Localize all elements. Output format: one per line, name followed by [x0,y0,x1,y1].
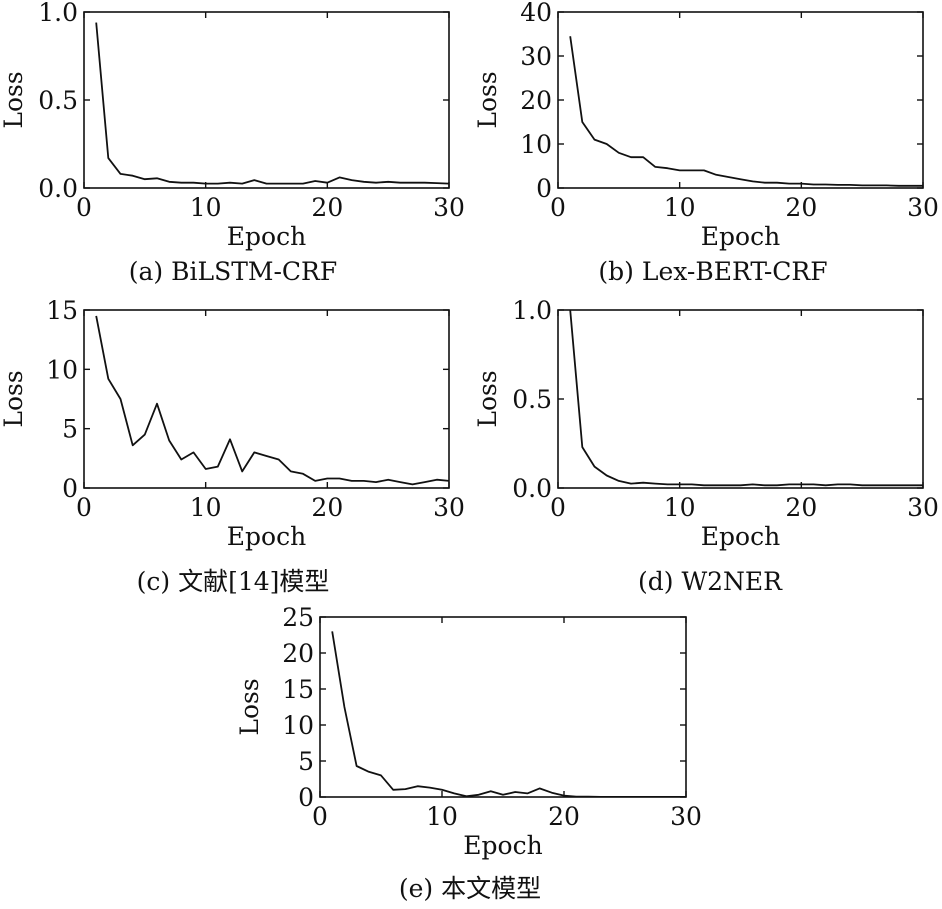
x-tick-label: 30 [670,802,702,831]
plot-frame [557,11,924,189]
x-tick-label: 30 [433,493,465,522]
series-line-0 [331,631,686,797]
y-tick-label: 0 [536,174,552,203]
y-tick-label: 10 [520,130,552,159]
y-tick-label: 1.0 [38,0,78,27]
y-axis-label: Loss [473,370,502,427]
series-line-0 [569,310,923,487]
x-tick-label: 20 [785,193,817,222]
x-axis-label: Epoch [463,831,542,860]
y-tick-label: 30 [520,42,552,71]
y-axis-label: Loss [235,678,264,735]
x-tick-label: 20 [311,193,343,222]
y-tick-label: 20 [520,86,552,115]
y-axis-label: Loss [0,370,28,427]
series-line-0 [569,36,923,187]
chart-panel-c: 0 10 20 30 0 5 10 15 Epoch Loss (c) 文献[14]模型 [0,296,465,596]
subplot-caption: (e) 本文模型 [399,874,541,903]
chart-panel-d: 0 10 20 30 0.0 0.5 1.0 Epoch Loss (d) W2NER [473,296,939,596]
x-tick-label: 20 [548,802,580,831]
y-tick-label: 15 [282,675,314,704]
x-tick-label: 30 [907,493,939,522]
x-axis-label: Epoch [701,522,780,551]
x-tick-label: 20 [785,493,817,522]
plot-frame [319,616,687,798]
subplot-caption: (c) 文献[14]模型 [137,567,330,596]
y-tick-label: 5 [62,415,78,444]
plot-frame [557,309,924,489]
subplot-caption: (b) Lex-BERT-CRF [598,257,827,286]
plot-frame [83,11,450,189]
y-tick-label: 10 [46,355,78,384]
chart-panel-b: 0 10 20 30 0 10 20 30 40 Epoch Loss (b) Lex-BERT-CR… [473,0,939,286]
x-axis-label: Epoch [701,222,780,251]
x-tick-label: 10 [426,802,458,831]
y-tick-label: 0.5 [38,86,78,115]
y-axis-label: Loss [473,71,502,128]
x-axis-label: Epoch [227,522,306,551]
y-tick-label: 40 [520,0,552,27]
y-tick-label: 1.0 [512,296,552,325]
x-tick-label: 30 [907,193,939,222]
plot-frame [83,309,450,489]
y-tick-label: 0.5 [512,385,552,414]
x-tick-label: 0 [550,493,566,522]
x-tick-label: 30 [433,193,465,222]
x-tick-label: 0 [76,193,92,222]
y-tick-label: 0.0 [38,174,78,203]
x-axis-label: Epoch [227,222,306,251]
x-tick-label: 0 [550,193,566,222]
x-tick-label: 0 [76,493,92,522]
y-tick-label: 15 [46,296,78,325]
x-tick-label: 20 [311,493,343,522]
y-tick-label: 25 [282,603,314,632]
series-line-0 [95,22,449,185]
y-tick-label: 0 [298,783,314,812]
chart-panel-a: 0 10 20 30 0.0 0.5 1.0 Epoch Loss (a) BiLSTM-CRF [0,0,465,286]
y-tick-label: 5 [298,747,314,776]
x-tick-label: 10 [664,493,696,522]
y-tick-label: 20 [282,639,314,668]
subplot-caption: (d) W2NER [638,567,783,596]
x-tick-label: 10 [190,193,222,222]
x-tick-label: 10 [190,493,222,522]
x-tick-label: 0 [312,802,328,831]
y-tick-label: 0 [62,474,78,503]
chart-panel-e: 0 10 20 30 0 5 10 15 20 25 Epoch Loss (e) 本文模型 [235,603,702,903]
subplot-caption: (a) BiLSTM-CRF [129,257,337,286]
series-line-0 [95,315,449,486]
y-tick-label: 10 [282,711,314,740]
x-tick-label: 10 [664,193,696,222]
y-axis-label: Loss [0,71,28,128]
y-tick-label: 0.0 [512,474,552,503]
